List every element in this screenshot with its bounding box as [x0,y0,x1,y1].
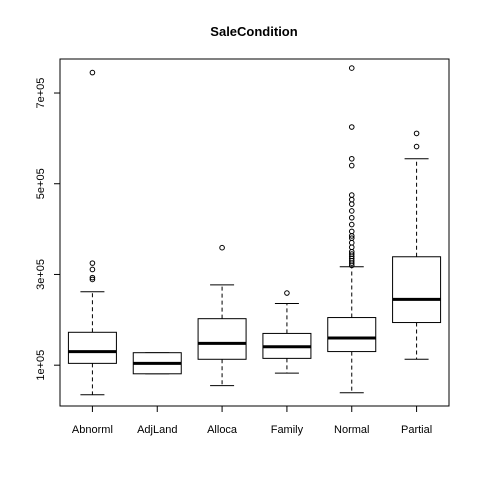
box-normal [327,65,377,394]
box-abnorml [67,69,117,396]
x-tick-label: Abnorml [72,424,113,436]
outlier-point [348,124,355,130]
outlier-point [348,162,355,169]
outlier-point [219,244,225,251]
outlier-point [89,266,96,273]
plot-frame [59,58,450,407]
box-partial [392,130,442,360]
box-adjland [132,352,182,375]
outlier-point [284,290,290,296]
outlier-point [89,276,96,283]
x-tick-label: Family [271,424,304,436]
chart-title: SaleCondition [210,24,297,39]
outlier-point [348,196,355,203]
outlier-point [413,130,420,137]
outlier-point [89,274,96,281]
y-tick-label: 7e+05 [35,78,47,109]
x-tick-label: Alloca [207,424,238,436]
box-family [262,290,312,374]
outlier-point [348,221,355,228]
outlier-point [413,143,420,150]
x-tick-label: Normal [334,424,369,436]
outlier-point [348,239,355,246]
outlier-point [348,208,355,214]
outlier-point [348,251,355,257]
y-tick-label: 1e+05 [35,350,47,381]
outlier-point [348,155,355,162]
x-axis: Abnorml AdjLand Alloca Family Normal Partial [72,405,432,436]
outlier-point [348,244,355,251]
boxes [67,65,442,396]
y-tick-label: 5e+05 [35,168,47,199]
outlier-point [89,69,96,76]
x-tick-label: AdjLand [137,424,177,436]
outlier-point [89,260,96,266]
outlier-point [348,192,355,198]
y-tick-label: 3e+05 [35,259,47,290]
box-alloca [197,244,247,387]
outlier-point [348,214,355,221]
outlier-point [348,201,355,207]
iqr-box [327,317,377,353]
y-axis: 1e+05 3e+05 5e+05 7e+05 [35,78,61,381]
outlier-point [348,228,355,235]
x-tick-label: Partial [401,424,432,436]
outlier-point [348,235,355,241]
iqr-box [392,256,442,324]
outlier-point [348,65,355,71]
iqr-box [197,318,247,360]
iqr-box [67,331,117,364]
